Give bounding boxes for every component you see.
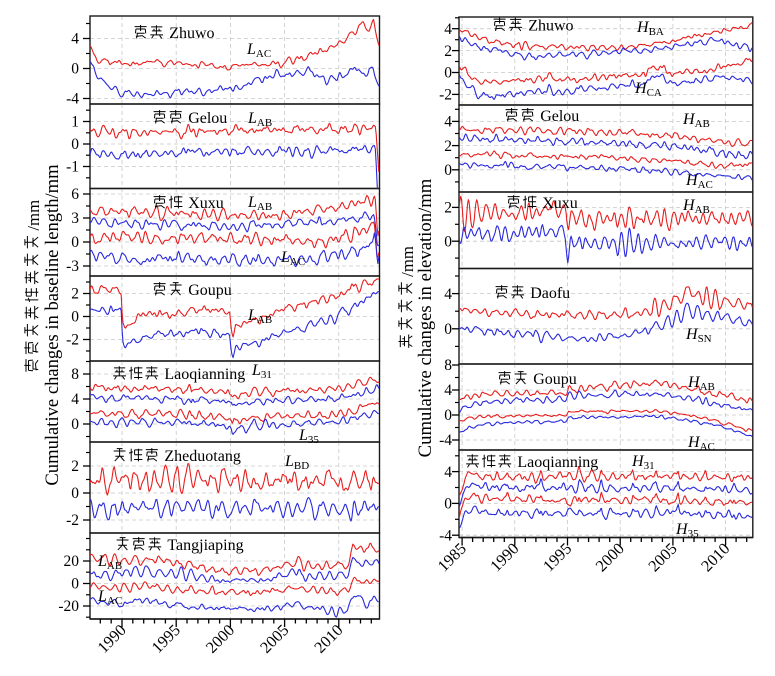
svg-text:Laoqianning: Laoqianning — [164, 366, 245, 383]
svg-text:-4: -4 — [66, 91, 79, 108]
svg-text:8: 8 — [71, 366, 79, 383]
svg-text:-1: -1 — [66, 159, 79, 176]
svg-text:4: 4 — [444, 114, 452, 131]
svg-text:0: 0 — [444, 321, 452, 338]
svg-text:0: 0 — [71, 309, 79, 326]
svg-text:Zhuwo: Zhuwo — [169, 25, 214, 42]
svg-text:0: 0 — [71, 234, 79, 251]
svg-text:20: 20 — [64, 553, 80, 570]
svg-text:0: 0 — [444, 407, 452, 424]
svg-text:2: 2 — [444, 43, 452, 60]
svg-text:1: 1 — [71, 114, 79, 131]
svg-text:0: 0 — [71, 485, 79, 502]
svg-text:4: 4 — [444, 382, 452, 399]
svg-text:Cumulative changes in elevatio: Cumulative changes in elevation/mm — [415, 178, 436, 457]
svg-text:-3: -3 — [66, 258, 79, 275]
svg-text:2: 2 — [444, 138, 452, 155]
svg-text:Daofu: Daofu — [530, 285, 570, 302]
svg-text:0: 0 — [444, 233, 452, 250]
svg-text:2: 2 — [71, 286, 79, 303]
svg-text:6: 6 — [71, 186, 79, 203]
svg-text:0: 0 — [71, 61, 79, 78]
svg-text:Gelou: Gelou — [540, 108, 579, 125]
svg-text:-20: -20 — [58, 598, 79, 615]
svg-text:2: 2 — [444, 200, 452, 217]
svg-text:0: 0 — [71, 576, 79, 593]
svg-text:Goupu: Goupu — [533, 371, 577, 388]
svg-text:/mm: /mm — [398, 246, 417, 277]
svg-text:4: 4 — [444, 464, 452, 481]
svg-text:-2: -2 — [66, 332, 79, 349]
svg-text:Laoqianning: Laoqianning — [517, 454, 598, 471]
svg-text:Zheduotang: Zheduotang — [164, 448, 240, 465]
svg-text:Xuxu: Xuxu — [542, 195, 578, 212]
svg-text:Gelou: Gelou — [188, 110, 227, 127]
svg-text:-2: -2 — [439, 87, 452, 104]
svg-text:4: 4 — [444, 286, 452, 303]
svg-text:Goupu: Goupu — [188, 282, 232, 299]
svg-text:0: 0 — [71, 416, 79, 433]
svg-text:0: 0 — [71, 136, 79, 153]
svg-text:0: 0 — [444, 496, 452, 513]
svg-text:/mm: /mm — [24, 200, 43, 231]
svg-text:-2: -2 — [66, 512, 79, 529]
svg-text:8: 8 — [444, 357, 452, 374]
svg-text:Cumulative changes in baseline: Cumulative changes in baseline length/mm — [42, 164, 63, 486]
svg-text:4: 4 — [71, 31, 79, 48]
svg-text:Zhuwo: Zhuwo — [528, 18, 573, 35]
svg-text:Tangjiaping: Tangjiaping — [167, 537, 243, 554]
svg-text:0: 0 — [444, 162, 452, 179]
svg-text:4: 4 — [444, 21, 452, 38]
svg-text:4: 4 — [71, 391, 79, 408]
svg-text:-4: -4 — [439, 432, 452, 449]
svg-text:-4: -4 — [439, 527, 452, 544]
svg-text:2: 2 — [71, 458, 79, 475]
svg-text:0: 0 — [444, 65, 452, 82]
svg-text:Xuxu: Xuxu — [188, 195, 224, 212]
svg-text:3: 3 — [71, 210, 79, 227]
